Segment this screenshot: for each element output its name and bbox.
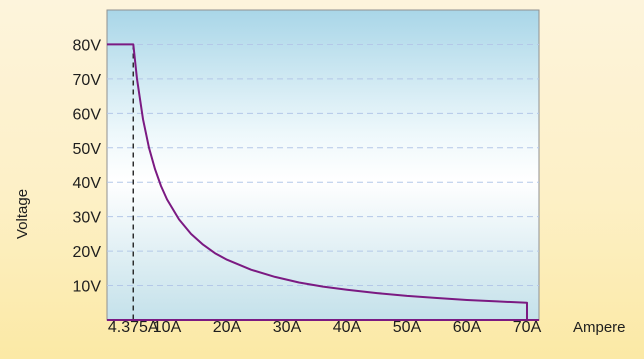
- x-tick-label: 70A: [513, 319, 542, 336]
- x-tick-label: 40A: [333, 319, 362, 336]
- x-tick-label: 10A: [153, 319, 182, 336]
- grid-lines: [107, 43, 539, 287]
- y-tick-label: 30V: [73, 210, 102, 227]
- y-tick-label: 80V: [73, 37, 102, 54]
- y-tick-label: 50V: [73, 141, 102, 158]
- y-tick-label: 20V: [73, 244, 102, 261]
- y-axis-title: Voltage: [14, 189, 31, 239]
- y-tick-label: 40V: [73, 175, 102, 192]
- x-tick-label: 60A: [453, 319, 482, 336]
- plot-area: [106, 9, 540, 321]
- y-tick-label: 10V: [73, 279, 102, 296]
- y-tick-labels: 10V 20V 30V 40V 50V 60V 70V 80V: [73, 37, 102, 295]
- series-line: [107, 43, 528, 320]
- y-tick-label: 70V: [73, 72, 102, 89]
- x-tick-label: 30A: [273, 319, 302, 336]
- x-tick-label: 50A: [393, 319, 422, 336]
- x-axis-title: Ampere: [573, 319, 626, 336]
- y-tick-label: 60V: [73, 106, 102, 123]
- x-tick-label: 4.375A: [108, 319, 159, 336]
- x-tick-label: 20A: [213, 319, 242, 336]
- series-layer: [107, 43, 528, 320]
